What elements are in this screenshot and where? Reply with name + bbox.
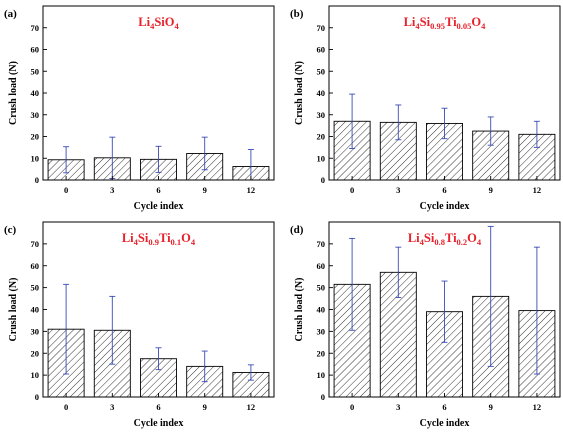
y-tick-label: 70 [31,239,40,249]
x-axis-title: Cycle index [420,418,470,429]
y-tick-label: 50 [31,283,40,293]
error-bar [487,116,494,146]
x-axis-title: Cycle index [134,201,184,212]
y-tick-label: 60 [317,261,326,271]
error-bar [201,136,208,171]
x-tick-label: 6 [442,185,446,195]
error-bar [109,295,116,365]
x-tick-label: 9 [489,185,493,195]
error-bar [395,104,402,141]
panel-label: (c) [4,224,17,236]
error-bar [349,237,356,331]
y-tick-label: 20 [31,348,40,358]
y-tick-label: 70 [317,239,326,249]
y-axis-title: Crush load (N) [8,61,19,125]
y-tick-label: 10 [31,153,40,163]
y-tick-label: 70 [31,23,40,33]
y-tick-label: 60 [31,261,40,271]
error-bar [533,120,540,148]
y-tick-label: 20 [317,348,326,358]
x-axis-title: Cycle index [420,201,470,212]
y-tick-label: 10 [31,370,40,380]
y-tick-label: 40 [317,305,326,315]
y-tick-label: 40 [31,88,40,98]
x-tick-label: 6 [442,402,446,412]
x-tick-label: 0 [64,185,68,195]
y-tick-label: 0 [321,175,325,185]
y-tick-label: 40 [31,305,40,315]
y-axis-title: Crush load (N) [294,278,305,342]
y-tick-label: 0 [35,392,39,402]
error-bar [201,350,208,383]
x-tick-label: 12 [247,402,256,412]
x-tick-label: 12 [533,185,542,195]
x-tick-label: 12 [533,402,542,412]
x-tick-label: 12 [247,185,256,195]
y-tick-label: 50 [317,66,326,76]
x-tick-label: 6 [156,402,160,412]
y-tick-label: 0 [321,392,325,402]
x-axis-title: Cycle index [134,418,184,429]
panel-label: (d) [290,224,304,236]
error-bar [63,283,70,375]
y-tick-label: 0 [35,175,39,185]
chart-title: Li4Si0.8Ti0.2O4 [408,231,482,247]
x-tick-label: 0 [350,185,354,195]
y-tick-label: 10 [317,153,326,163]
panel-label: (b) [290,8,304,20]
error-bar [63,146,70,174]
chart-title: Li4Si0.95Ti0.05O4 [404,15,487,31]
y-axis-title: Crush load (N) [294,61,305,125]
chart-title: Li4Si0.9Ti0.1O4 [122,231,196,247]
y-tick-label: 30 [31,110,40,120]
x-tick-label: 0 [64,402,68,412]
x-tick-label: 3 [396,402,400,412]
x-tick-label: 9 [203,402,207,412]
error-bar [441,107,448,140]
y-tick-label: 30 [317,110,326,120]
x-tick-label: 9 [203,185,207,195]
x-tick-label: 0 [350,402,354,412]
error-bar [441,280,448,343]
error-bar [247,364,254,381]
error-bar [533,246,540,375]
y-tick-label: 60 [31,45,40,55]
y-tick-label: 70 [317,23,326,33]
chart-panel-3: 0 10 20 30 40 50 60 70 0 3 6 9 12 Cycle index Crush lo… [4,221,275,429]
y-tick-label: 20 [31,132,40,142]
x-tick-label: 3 [396,185,400,195]
y-tick-label: 10 [317,370,326,380]
y-tick-label: 40 [317,88,326,98]
error-bar [487,225,494,367]
x-tick-label: 3 [110,402,114,412]
y-tick-label: 60 [317,45,326,55]
y-tick-label: 50 [31,66,40,76]
chart-panel-4: 0 10 20 30 40 50 60 70 0 3 6 9 12 Cycle index Crush lo… [290,221,561,429]
x-tick-label: 6 [156,185,160,195]
error-bar [395,246,402,298]
error-bar [349,93,356,149]
error-bar [155,347,162,371]
chart-panel-1: 0 10 20 30 40 50 60 70 0 3 6 9 12 Cycle index Crush lo… [4,5,275,212]
y-tick-label: 30 [317,326,326,336]
x-tick-label: 9 [489,402,493,412]
y-axis-title: Crush load (N) [8,278,19,342]
y-tick-label: 20 [317,132,326,142]
chart-title: Li4SiO4 [138,15,179,31]
x-tick-label: 3 [110,185,114,195]
panel-label: (a) [4,8,17,20]
y-tick-label: 50 [317,283,326,293]
chart-panel-2: 0 10 20 30 40 50 60 70 0 3 6 9 12 Cycle index Crush lo… [290,5,561,212]
y-tick-label: 30 [31,326,40,336]
error-bar [155,145,162,173]
